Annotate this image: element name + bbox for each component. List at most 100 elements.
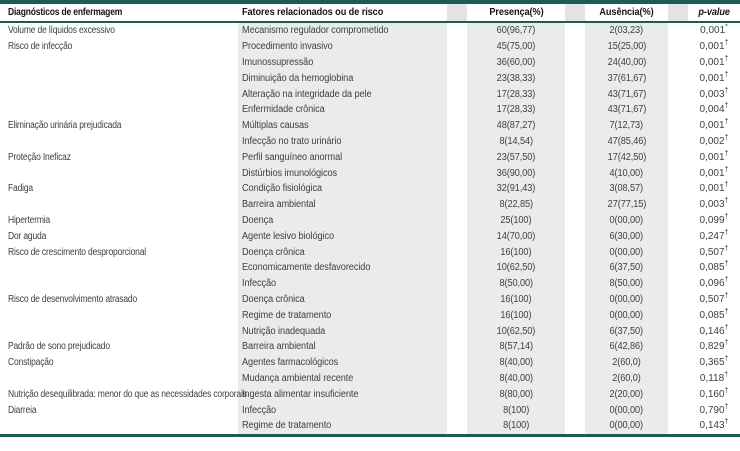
absence-cell: 3(08,57) (585, 180, 668, 197)
table-row: Infecção no trato urinário 8(14,54) 47(8… (0, 133, 740, 150)
pvalue-number: 0,160 (699, 388, 725, 400)
pvalue-wrap: 0,085† (700, 308, 729, 320)
pvalue-cell: 0,790† (688, 402, 740, 418)
significance-mark: † (724, 182, 729, 190)
pvalue-number: 0,096 (699, 278, 725, 290)
table-row: Nutrição inadequada 10(62,50) 6(37,50) 0… (0, 323, 740, 339)
column-gutter (668, 339, 688, 355)
absence-value: 0(00,00) (609, 404, 644, 416)
column-gutter (565, 355, 585, 371)
presence-value: 8(50,00) (499, 278, 533, 290)
factor-label: Perfil sanguíneo anormal (242, 151, 343, 163)
absence-value: 0(00,00) (609, 420, 644, 432)
presence-value: 8(100) (502, 404, 530, 416)
header-diagnosis-label: Diagnósticos de enfermagem (8, 7, 123, 18)
absence-cell: 24(40,00) (585, 54, 668, 71)
column-gutter (447, 402, 467, 418)
factor-cell: Agentes farmacológicos (238, 354, 447, 371)
factor-cell: Alteração na integridade da pele (238, 86, 447, 102)
diagnosis-label: Fadiga (8, 183, 33, 195)
column-gutter (668, 23, 688, 39)
pvalue-cell: 0,085† (688, 260, 740, 276)
pvalue-number: 0,003 (699, 88, 725, 100)
significance-mark: † (724, 355, 729, 363)
diagnosis-label: Proteção Ineficaz (8, 151, 71, 163)
factor-cell: Doença crônica (238, 291, 447, 308)
factor-label: Infecção (242, 278, 277, 290)
presence-value: 8(40,00) (499, 357, 533, 369)
presence-value: 10(62,50) (496, 262, 536, 274)
column-gutter (668, 55, 688, 71)
significance-mark: † (724, 324, 729, 332)
diagnosis-label: Nutrição desequilibrada: menor do que as… (8, 388, 247, 400)
diagnosis-cell (0, 134, 238, 150)
factor-cell: Procedimento invasivo (238, 38, 447, 55)
factor-cell: Distúrbios imunológicos (238, 165, 447, 181)
absence-cell: 6(42,86) (585, 338, 668, 355)
table-row: Risco de desenvolvimento atrasado Doença… (0, 291, 740, 308)
presence-cell: 8(80,00) (467, 386, 565, 403)
column-gutter (668, 197, 688, 213)
column-gutter (447, 323, 467, 339)
factor-label: Alteração na integridade da pele (242, 88, 372, 100)
table-row: Imunossupressão 36(60,00) 24(40,00) 0,00… (0, 54, 740, 71)
pvalue-number: 0,247 (699, 230, 725, 242)
column-gutter (447, 134, 467, 150)
pvalue-wrap: 0,118† (700, 372, 728, 384)
column-gutter (668, 118, 688, 134)
presence-value: 14(70,00) (496, 230, 536, 242)
table-row: Hipertermia Doença 25(100) 0(00,00) 0,09… (0, 212, 740, 229)
diagnosis-cell: Diarreia (0, 402, 238, 418)
pvalue-wrap: 0,365† (700, 355, 729, 368)
table-row: Mudança ambiental recente 8(40,00) 2(60,… (0, 370, 740, 387)
pvalue-wrap: 0,096† (699, 277, 729, 290)
pvalue-cell: 0,001† (688, 181, 740, 197)
column-gutter (668, 402, 688, 418)
factor-label: Doença crônica (242, 293, 305, 305)
diagnosis-cell: Fadiga (0, 181, 238, 197)
column-gutter (565, 307, 585, 323)
pvalue-number: 0,003 (699, 199, 725, 211)
column-gutter (668, 70, 688, 86)
pvalue-number: 0,790 (699, 404, 725, 416)
column-gutter (565, 276, 585, 292)
pvalue-cell: 0,001† (688, 55, 740, 71)
pvalue-cell: 0,085† (688, 307, 740, 323)
factor-label: Distúrbios imunológicos (242, 167, 338, 179)
diagnosis-cell: Eliminação urinária prejudicada (0, 118, 238, 134)
absence-value: 47(85,46) (607, 135, 646, 147)
presence-value: 32(91,43) (496, 183, 536, 195)
presence-cell: 10(62,50) (467, 259, 565, 276)
absence-value: 43(71,67) (607, 104, 646, 116)
diagnosis-cell (0, 102, 238, 118)
column-gutter (668, 181, 688, 197)
column-gutter (668, 260, 688, 276)
pvalue-cell: 0,146† (688, 323, 740, 339)
presence-value: 16(100) (500, 246, 532, 258)
presence-cell: 8(57,14) (467, 338, 565, 355)
significance-mark: † (724, 71, 729, 79)
absence-value: 7(12,73) (609, 120, 644, 132)
column-gutter (565, 181, 585, 197)
presence-value: 8(40,00) (499, 372, 533, 384)
diagnosis-cell: Risco de infecção (0, 39, 238, 55)
presence-value: 16(100) (500, 293, 532, 305)
factor-cell: Barreira ambiental (238, 196, 447, 213)
column-gutter (447, 213, 467, 229)
factor-label: Mecanismo regulador comprometido (242, 25, 389, 37)
factor-label: Agentes farmacológicos (242, 357, 339, 369)
significance-mark: † (724, 292, 729, 300)
significance-mark: † (724, 39, 729, 47)
absence-cell: 0(00,00) (585, 244, 668, 260)
pvalue-cell: 0,003† (688, 197, 740, 213)
pvalue-number: 0,001 (700, 25, 726, 37)
absence-cell: 17(42,50) (585, 149, 668, 166)
presence-value: 60(96,77) (496, 25, 536, 37)
table-row: Risco de infecção Procedimento invasivo … (0, 38, 740, 55)
diagnosis-cell (0, 307, 238, 323)
presence-value: 23(38,33) (496, 72, 536, 84)
factor-cell: Ingesta alimentar insuficiente (238, 386, 447, 403)
diagnosis-label: Risco de crescimento desproporcional (8, 246, 146, 258)
presence-value: 23(57,50) (496, 151, 536, 163)
presence-value: 8(100) (502, 420, 530, 432)
